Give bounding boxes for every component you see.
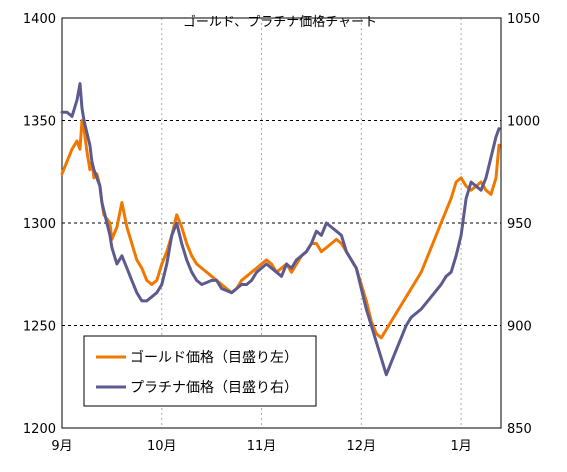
legend: ゴールド価格（目盛り左） プラチナ価格（目盛り右） [83,335,317,407]
y-right-tick-label: 900 [507,320,532,335]
y-right-tick-label: 850 [507,422,532,437]
y-right-tick-label: 950 [507,217,532,232]
y-left-tick-label: 1250 [23,320,56,335]
y-right-tick-label: 1050 [507,12,540,27]
x-tick-label: 1月 [450,439,471,454]
y-axis-right: 850 900 950 1000 1050 [507,12,540,437]
y-left-tick-label: 1350 [23,115,56,130]
x-tick-label: 9月 [51,439,72,454]
y-right-tick-label: 1000 [507,115,540,130]
series-line-platinum [60,82,501,377]
legend-box [83,335,317,407]
y-left-tick-label: 1300 [23,217,56,232]
x-axis: 9月 10月 11月 12月 1月 [51,439,471,454]
x-tick-label: 10月 [147,439,177,454]
chart-title: ゴールド、プラチナ価格チャート [183,14,377,30]
y-left-tick-label: 1400 [23,12,56,27]
x-tick-label: 12月 [347,439,377,454]
series-layer [60,82,501,377]
legend-label-platinum: プラチナ価格（目盛り右） [130,380,298,396]
y-left-tick-label: 1200 [23,422,56,437]
x-tick-label: 11月 [247,439,277,454]
legend-label-gold: ゴールド価格（目盛り左） [130,349,298,366]
series-line-gold [60,119,501,340]
plot-area-border [61,17,502,429]
y-axis-left: 1200 1250 1300 1350 1400 [23,12,56,437]
